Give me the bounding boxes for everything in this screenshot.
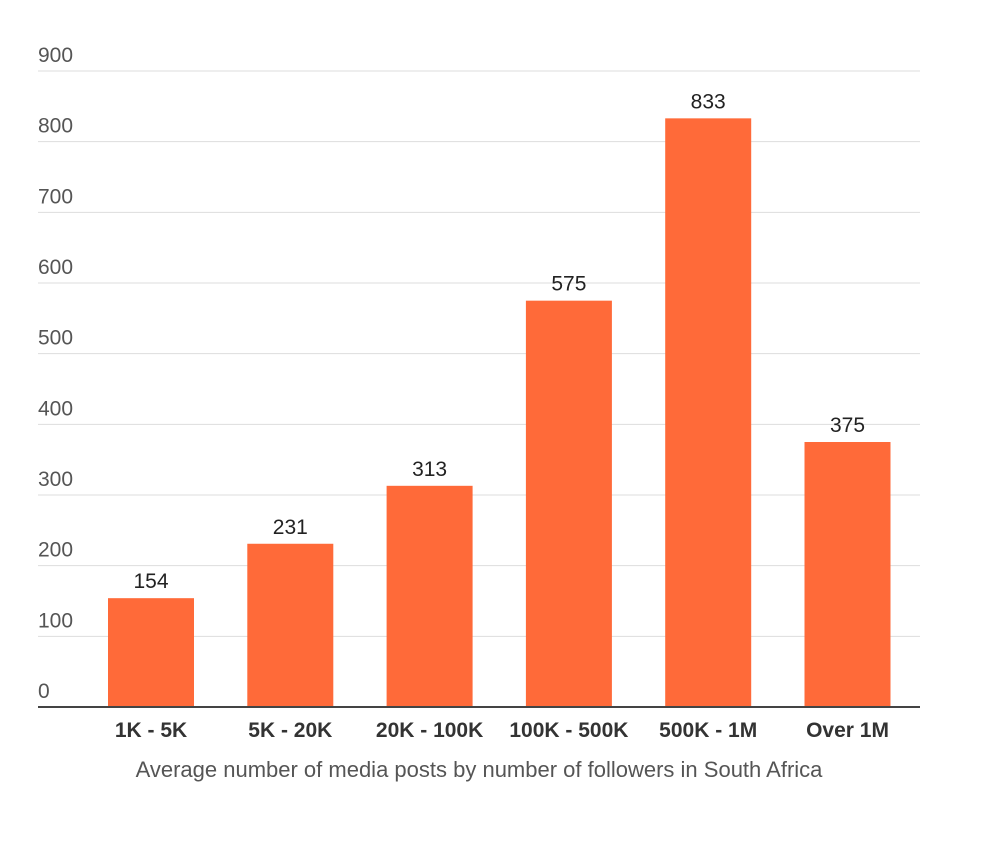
x-tick-label: 100K - 500K	[509, 719, 628, 742]
data-label: 575	[551, 273, 586, 296]
x-tick-label: 500K - 1M	[659, 719, 757, 742]
bar	[804, 442, 891, 707]
bar	[386, 485, 473, 707]
data-label: 833	[691, 90, 726, 113]
y-tick-label: 300	[38, 468, 73, 491]
y-tick-label: 700	[38, 185, 73, 208]
x-tick-label: 1K - 5K	[115, 719, 187, 742]
data-label: 231	[273, 516, 308, 539]
bar	[247, 543, 334, 707]
y-tick-label: 800	[38, 115, 73, 138]
bar	[665, 118, 752, 707]
y-tick-label: 400	[38, 397, 73, 420]
data-labels: 154 231 313 575 833 375	[133, 90, 865, 593]
y-tick-label: 100	[38, 609, 73, 632]
bar	[525, 300, 612, 707]
y-tick-label: 500	[38, 327, 73, 350]
y-tick-label: 0	[38, 680, 50, 703]
y-tick-label: 900	[38, 44, 73, 67]
data-label: 375	[830, 414, 865, 437]
data-label: 313	[412, 458, 447, 481]
bar	[108, 598, 194, 707]
x-axis-ticks: 1K - 5K 5K - 20K 20K - 100K 100K - 500K 500K…	[115, 719, 889, 742]
gridlines	[38, 70, 920, 637]
data-label: 154	[133, 570, 168, 593]
x-tick-label: 5K - 20K	[248, 719, 332, 742]
y-axis-ticks: 0 100 200 300 400 500 600 700 800 900	[38, 44, 73, 703]
y-tick-label: 200	[38, 539, 73, 562]
bars	[108, 118, 891, 707]
x-tick-label: 20K - 100K	[376, 719, 483, 742]
y-tick-label: 600	[38, 256, 73, 279]
x-axis-title: Average number of media posts by number …	[136, 757, 824, 782]
x-tick-label: Over 1M	[806, 719, 889, 742]
